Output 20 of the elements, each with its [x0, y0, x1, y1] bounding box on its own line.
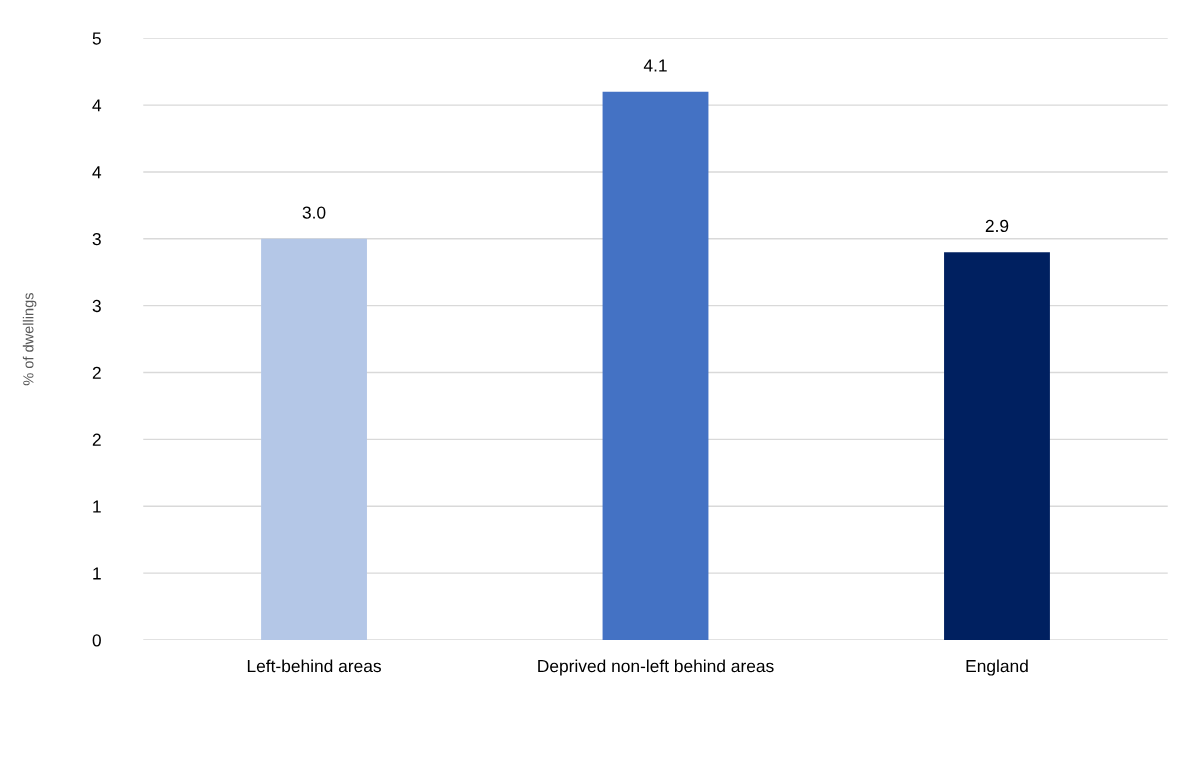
data-label: 4.1	[643, 59, 667, 72]
data-label: 3.0	[302, 206, 326, 219]
y-tick-label: 2	[92, 366, 101, 379]
y-tick-label: 3	[92, 232, 101, 246]
y-tick-label: 0	[92, 634, 101, 647]
y-tick-label: 5	[92, 32, 101, 45]
y-tick-label: 1	[93, 567, 101, 580]
y-tick-label: 3	[92, 299, 101, 313]
y-tick-label: 4	[92, 99, 102, 112]
bar	[261, 238, 367, 640]
bar	[944, 252, 1050, 640]
y-tick-label: 4	[92, 166, 102, 179]
x-tick-label: Left-behind areas	[247, 659, 381, 673]
y-tick-label: 2	[92, 433, 101, 446]
bar	[602, 91, 709, 640]
y-tick-label: 1	[93, 500, 101, 513]
x-tick-label: England	[966, 659, 1028, 676]
data-label: 2.9	[985, 219, 1009, 233]
y-axis-title: % of dwellings	[22, 293, 37, 386]
x-tick-label: Deprived non-left behind areas	[538, 659, 774, 676]
